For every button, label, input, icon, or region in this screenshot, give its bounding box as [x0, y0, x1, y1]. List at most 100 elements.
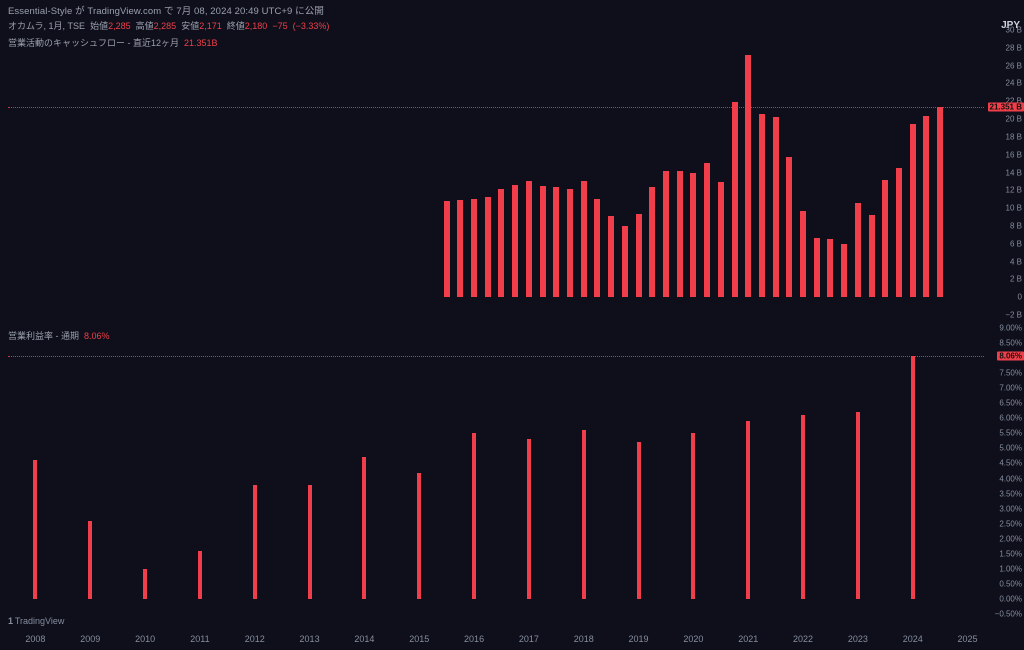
xaxis-label: 2022: [793, 634, 813, 644]
panel1-bar[interactable]: [636, 214, 642, 297]
panel2-bar[interactable]: [472, 433, 476, 599]
xaxis-label: 2017: [519, 634, 539, 644]
panel2-bar[interactable]: [801, 415, 805, 599]
panel2-bar[interactable]: [253, 485, 257, 599]
panel1-bar[interactable]: [690, 173, 696, 298]
xaxis-label: 2010: [135, 634, 155, 644]
panel2-bar[interactable]: [88, 521, 92, 599]
panel2-ytick: 4.50%: [999, 459, 1022, 468]
panel1-ytick: 6 B: [1010, 239, 1022, 248]
panel1-bar[interactable]: [718, 182, 724, 297]
xaxis-label: 2016: [464, 634, 484, 644]
panel2-ytick: −0.50%: [995, 610, 1022, 619]
panel1-bar[interactable]: [827, 239, 833, 297]
panel1-ytick: 0: [1018, 293, 1022, 302]
panel1-ytick: 2 B: [1010, 275, 1022, 284]
panel2-ytick: 5.50%: [999, 429, 1022, 438]
panel1-bar[interactable]: [759, 114, 765, 297]
xaxis-label: 2023: [848, 634, 868, 644]
panel1-bar[interactable]: [896, 168, 902, 297]
panel2-bar[interactable]: [308, 485, 312, 599]
xaxis-label: 2008: [25, 634, 45, 644]
panel1-bar[interactable]: [869, 215, 875, 297]
panel1-bar[interactable]: [471, 199, 477, 297]
panel1-bar[interactable]: [567, 189, 573, 298]
panel1-bar[interactable]: [553, 187, 559, 297]
xaxis-label: 2021: [738, 634, 758, 644]
panel1-bar[interactable]: [841, 244, 847, 297]
panel2-bar[interactable]: [691, 433, 695, 599]
logo-text: TradingView: [15, 616, 65, 626]
panel2-ytick: 1.50%: [999, 549, 1022, 558]
panel2-ytick: 7.00%: [999, 384, 1022, 393]
panel2-ytick: 2.50%: [999, 519, 1022, 528]
panel1-bar[interactable]: [937, 107, 943, 297]
panel1-bar[interactable]: [814, 238, 820, 298]
panel2-ytick: 6.00%: [999, 414, 1022, 423]
panel1-ytick: 12 B: [1006, 186, 1022, 195]
panel2-ytick: 0.50%: [999, 579, 1022, 588]
panel1-bar[interactable]: [608, 216, 614, 297]
xaxis-label: 2019: [629, 634, 649, 644]
panel1-ytick: 28 B: [1006, 43, 1022, 52]
panel1-bar[interactable]: [649, 187, 655, 297]
panel1-bar[interactable]: [581, 181, 587, 297]
panel1-bar[interactable]: [704, 163, 710, 297]
panel1-bar[interactable]: [800, 211, 806, 297]
panel2-yaxis: −0.50%0.00%0.50%1.00%1.50%2.00%2.50%3.00…: [988, 328, 1022, 614]
panel1-bar[interactable]: [745, 55, 751, 297]
panel1-bar[interactable]: [923, 116, 929, 298]
panel2-bar[interactable]: [362, 457, 366, 598]
panel2-bar[interactable]: [911, 356, 915, 599]
publish-header: Essential-Style が TradingView.com で 7月 0…: [8, 3, 324, 17]
panel1-bar[interactable]: [732, 102, 738, 297]
panel1-ytick: 20 B: [1006, 115, 1022, 124]
panel1-chart[interactable]: [8, 30, 984, 297]
panel1-bar[interactable]: [512, 185, 518, 297]
panel2-ytick: 5.00%: [999, 444, 1022, 453]
panel1-ytick: 4 B: [1010, 257, 1022, 266]
panel2-bar[interactable]: [527, 439, 531, 599]
xaxis-label: 2011: [190, 634, 209, 644]
panel2-bar[interactable]: [637, 442, 641, 599]
panel1-ytick: 30 B: [1006, 26, 1022, 35]
panel2-bar[interactable]: [856, 412, 860, 599]
panel1-bar[interactable]: [910, 124, 916, 298]
panel1-bar[interactable]: [540, 186, 546, 297]
panel1-ytick: −2 B: [1005, 311, 1022, 320]
panel1-ytick: 18 B: [1006, 132, 1022, 141]
panel1-ytick: 24 B: [1006, 79, 1022, 88]
panel1-ref-badge: 21.351 B: [988, 103, 1024, 112]
xaxis-label: 2025: [958, 634, 978, 644]
tradingview-logo: 1 TradingView: [8, 616, 64, 626]
panel2-ytick: 3.00%: [999, 504, 1022, 513]
panel1-bar[interactable]: [498, 189, 504, 298]
panel2-bar[interactable]: [417, 473, 421, 599]
panel1-bar[interactable]: [677, 171, 683, 297]
panel1-bar[interactable]: [855, 203, 861, 297]
panel1-bar[interactable]: [622, 226, 628, 297]
panel2-ytick: 1.00%: [999, 564, 1022, 573]
panel2-bar[interactable]: [746, 421, 750, 599]
panel2-ytick: 6.50%: [999, 399, 1022, 408]
panel1-ytick: 8 B: [1010, 221, 1022, 230]
panel2-ytick: 3.50%: [999, 489, 1022, 498]
panel1-bar[interactable]: [773, 117, 779, 297]
panel2-bar[interactable]: [198, 551, 202, 599]
xaxis-label: 2018: [574, 634, 594, 644]
panel1-bar[interactable]: [786, 157, 792, 297]
panel1-bar[interactable]: [882, 180, 888, 298]
panel2-bar[interactable]: [143, 569, 147, 599]
panel2-chart[interactable]: [8, 328, 984, 599]
panel1-bar[interactable]: [457, 200, 463, 297]
panel1-bar[interactable]: [485, 197, 491, 298]
panel1-bar[interactable]: [663, 171, 669, 297]
xaxis-label: 2015: [409, 634, 429, 644]
panel1-bar[interactable]: [594, 199, 600, 297]
panel1-bar[interactable]: [526, 181, 532, 297]
panel2-ytick: 2.00%: [999, 534, 1022, 543]
panel1-ytick: 26 B: [1006, 61, 1022, 70]
panel2-bar[interactable]: [33, 460, 37, 598]
panel1-bar[interactable]: [444, 201, 450, 297]
panel2-bar[interactable]: [582, 430, 586, 599]
